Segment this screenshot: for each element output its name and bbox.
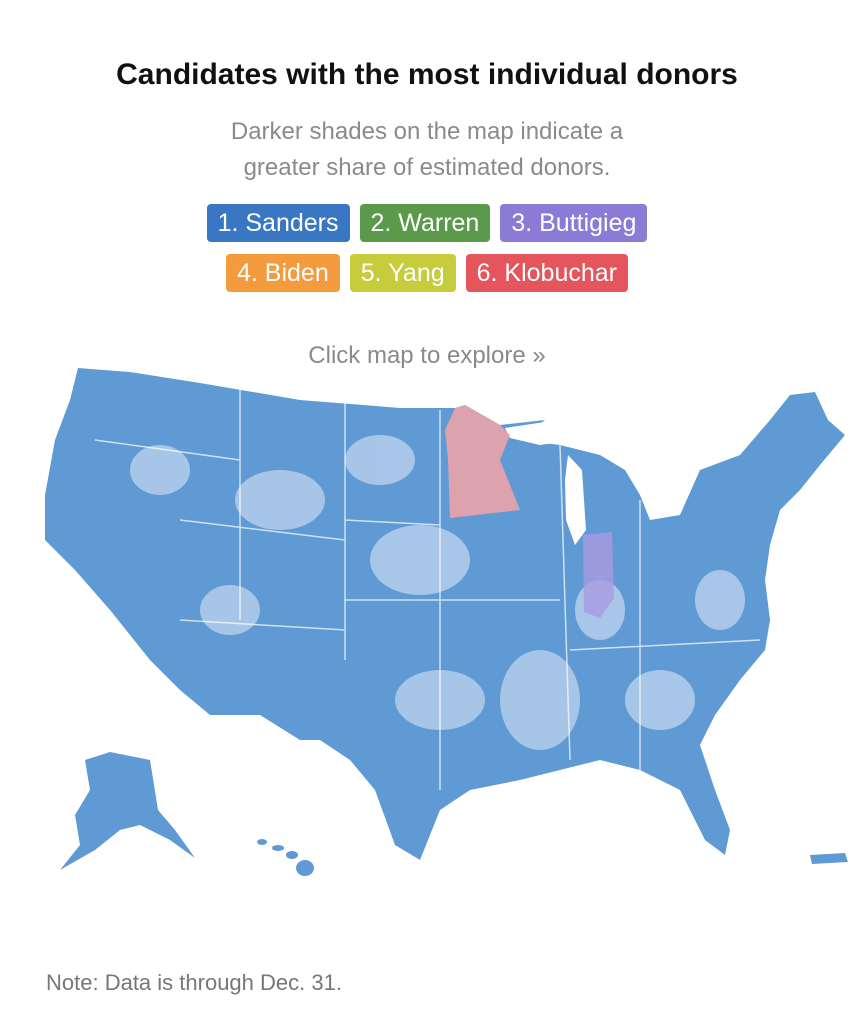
legend: 1. Sanders 2. Warren 3. Buttigieg 4. Biden 5…: [0, 204, 854, 304]
alaska: [60, 752, 195, 870]
puerto-rico: [810, 853, 848, 864]
legend-chip[interactable]: 5. Yang: [349, 254, 456, 292]
legend-row: 4. Biden 5. Yang 6. Klobuchar: [0, 254, 854, 292]
legend-chip[interactable]: 6. Klobuchar: [465, 254, 628, 292]
subtitle-line: Darker shades on the map indicate a: [230, 118, 624, 145]
us-map[interactable]: [0, 360, 854, 880]
map-prompt[interactable]: Click map to explore »: [308, 342, 546, 369]
hawaii: [257, 839, 314, 876]
minnesota: [445, 405, 520, 518]
legend-chip[interactable]: 1. Sanders: [206, 204, 350, 242]
legend-chip[interactable]: 3. Buttigieg: [500, 204, 648, 242]
lake-superior: [505, 422, 575, 445]
lake-michigan: [565, 455, 586, 545]
indiana: [583, 532, 614, 618]
state-lines: [94, 390, 761, 790]
legend-row: 1. Sanders 2. Warren 3. Buttigieg: [0, 204, 854, 242]
legend-chip[interactable]: 4. Biden: [226, 254, 340, 292]
subtitle-line: greater share of estimated donors.: [243, 154, 611, 181]
note: Note: Data is through Dec. 31.: [46, 970, 342, 995]
title: Candidates with the most individual dono…: [116, 58, 738, 91]
subtitle: Darker shades on the map indicate a grea…: [0, 114, 854, 186]
legend-chip[interactable]: 2. Warren: [359, 204, 491, 242]
